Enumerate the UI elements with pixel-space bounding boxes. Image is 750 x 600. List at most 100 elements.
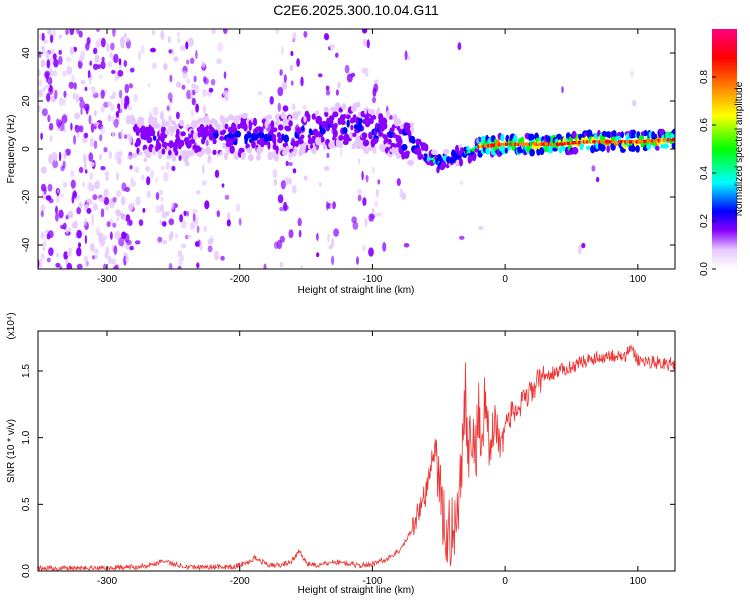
spectrogram-cell	[96, 226, 100, 237]
spectrogram-cell	[55, 213, 59, 222]
spectrogram-cell	[79, 125, 84, 133]
spectrogram-cell	[324, 111, 329, 117]
spectrogram-cell	[223, 29, 228, 34]
spectrogram-cell	[155, 142, 162, 150]
colorbar-tick-label: 0.0	[699, 262, 710, 276]
spectrogram-cell	[221, 129, 227, 134]
spectrogram-cell	[558, 146, 563, 154]
spectrogram-cell	[89, 60, 92, 66]
spectrogram-cell	[292, 111, 299, 120]
spectrogram-cell	[173, 123, 178, 131]
spectrogram-cell	[48, 122, 54, 131]
spectrogram-cell	[67, 210, 74, 219]
spectrogram-cell	[328, 244, 333, 250]
spectrogram-cell	[331, 255, 335, 266]
spectrogram-cell	[199, 241, 203, 251]
spectrogram-cell	[84, 260, 90, 267]
spectrogram-cell	[318, 73, 323, 78]
spectrogram-cell	[316, 252, 320, 258]
spectrogram-cell	[62, 70, 68, 77]
spectrogram-cell	[202, 164, 205, 174]
spectrogram-cell	[175, 111, 180, 120]
spectrogram-cell	[599, 143, 606, 152]
spectrogram-cell	[138, 121, 145, 127]
spectrogram-cell	[63, 128, 67, 133]
spectrogram-cell	[100, 105, 105, 113]
spectrogram-cell	[103, 147, 108, 153]
spectrogram-cell	[298, 138, 304, 145]
spectrogram-cell	[142, 207, 146, 213]
spectrogram-cell	[68, 247, 72, 257]
spectrogram-cell	[272, 168, 278, 178]
spectrogram-cell	[449, 157, 455, 163]
spectrogram-cell	[181, 220, 187, 229]
spectrogram-cell	[201, 61, 206, 68]
spectrogram-cell	[386, 110, 391, 118]
spectrogram-cell	[72, 191, 77, 198]
spectrogram-cell	[208, 87, 214, 93]
spectrogram-cell	[216, 210, 220, 218]
spectrogram-cell	[112, 29, 116, 37]
spectrogram-y-tick-label: 20	[21, 95, 32, 107]
spectrogram-cell	[574, 147, 579, 154]
spectrogram-cell	[351, 216, 357, 224]
spectrogram-cell	[382, 242, 387, 252]
spectrogram-cell	[290, 80, 294, 86]
spectrogram-cell	[38, 51, 42, 58]
spectrogram-cell	[344, 64, 350, 74]
spectrogram-cell	[277, 86, 284, 97]
spectrogram-cell	[352, 221, 359, 230]
spectrogram-cell	[114, 151, 120, 161]
spectrogram-cell	[116, 172, 119, 181]
spectrogram-cell	[150, 169, 154, 179]
spectrogram-cell	[160, 196, 164, 202]
spectrogram-cell	[571, 130, 577, 139]
spectrogram-cell	[78, 166, 84, 174]
spectrogram-cell	[212, 131, 219, 139]
spectrogram-cell	[349, 131, 354, 139]
spectrogram-cell	[38, 69, 41, 77]
spectrogram-cell	[171, 202, 175, 210]
spectrogram-cell	[259, 138, 265, 148]
spectrogram-cell	[405, 150, 410, 156]
spectrogram-cell	[103, 188, 109, 199]
spectrogram-cell	[333, 228, 339, 237]
spectrogram-cell	[181, 243, 187, 249]
spectrogram-cell	[62, 181, 68, 188]
spectrogram-cell	[115, 110, 120, 118]
spectrogram-cell	[78, 202, 83, 209]
snr-plot-area	[38, 331, 675, 571]
spectrogram-cell	[104, 171, 110, 177]
spectrogram-cell	[176, 31, 181, 38]
spectrogram-cell	[92, 184, 95, 192]
spectrogram-cell	[44, 84, 50, 89]
spectrogram-cell	[47, 230, 54, 239]
colorbar-ticks: 0.0 0.2 0.4 0.6 0.8	[699, 70, 716, 276]
colorbar-tick-label: 0.4	[699, 166, 710, 180]
spectrogram-cell	[238, 147, 245, 154]
spectrogram-cell	[207, 155, 212, 161]
spectrogram-cell	[49, 34, 54, 43]
spectrogram-cell	[40, 204, 46, 211]
spectrogram-cell	[91, 90, 97, 95]
spectrogram-cell	[270, 120, 275, 129]
spectrogram-cell	[371, 207, 375, 214]
spectrogram-cell	[95, 40, 100, 49]
spectrogram-cell	[201, 180, 207, 186]
spectrogram-cell	[46, 93, 51, 102]
spectrogram-cell	[203, 104, 206, 114]
spectrogram-cell	[243, 123, 248, 132]
spectrogram-cell	[41, 108, 48, 117]
spectrogram-cell	[79, 99, 86, 109]
spectrogram-cell	[296, 128, 302, 134]
spectrogram-cell	[118, 64, 122, 69]
spectrogram-cell	[161, 118, 166, 128]
spectrogram-cell	[84, 234, 88, 245]
spectrogram-x-tick-label: -100	[362, 274, 382, 285]
spectrogram-cell	[120, 196, 126, 206]
spectrogram-cell	[113, 265, 117, 269]
spectrogram-cell	[75, 93, 80, 103]
spectrogram-cell	[285, 125, 292, 132]
spectrogram-cell	[192, 208, 198, 214]
spectrogram-cell	[112, 196, 117, 203]
